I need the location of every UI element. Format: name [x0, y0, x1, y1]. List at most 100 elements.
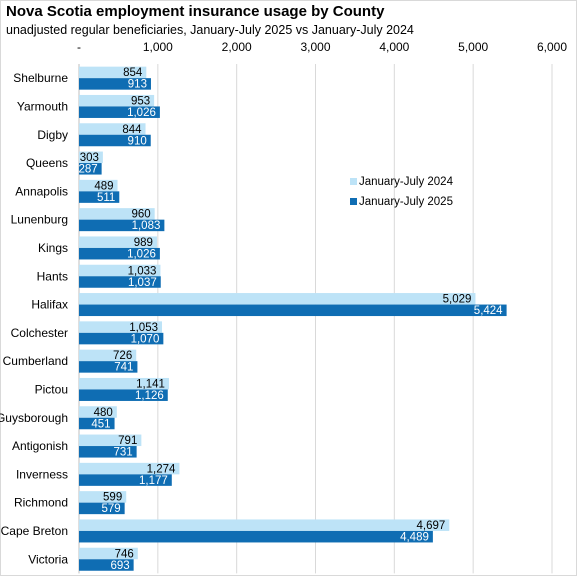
data-label-2025: 451 — [91, 418, 110, 430]
data-label-2024: 746 — [115, 548, 134, 560]
category-label: Digby — [37, 128, 68, 142]
chart-subtitle: unadjusted regular beneficiaries, Januar… — [6, 23, 414, 37]
data-label-2025: 731 — [113, 447, 132, 459]
data-label-2024: 1,053 — [129, 322, 158, 334]
bar-2024 — [79, 123, 146, 135]
bar-2025 — [79, 332, 164, 345]
data-label-2024: 1,141 — [136, 378, 165, 390]
data-label-2024: 480 — [94, 407, 113, 419]
bar-2025 — [79, 304, 507, 317]
bar-2025 — [79, 219, 165, 232]
bar-2024 — [79, 519, 450, 531]
category-label: Cape Breton — [1, 524, 68, 538]
bar-2024 — [79, 94, 155, 107]
bar-2024 — [79, 462, 180, 475]
data-label-2024: 989 — [134, 237, 153, 249]
data-label-2024: 854 — [123, 67, 143, 79]
category-label: Victoria — [28, 552, 68, 566]
bar-2024 — [79, 264, 161, 277]
data-label-2025: 287 — [78, 164, 97, 176]
data-label-2025: 1,026 — [127, 248, 156, 260]
data-label-2024: 953 — [131, 95, 150, 107]
category-label: Annapolis — [15, 184, 68, 198]
bar-2025 — [79, 446, 137, 458]
category-label: Kings — [38, 241, 68, 255]
x-tick-label: 2,000 — [222, 40, 252, 54]
bar-2025 — [79, 106, 160, 118]
x-tick-label: - — [77, 40, 81, 54]
x-tick-label: 3,000 — [300, 40, 330, 54]
bar-2024 — [79, 321, 163, 333]
data-label-2025: 1,070 — [131, 333, 160, 345]
category-label: Hants — [37, 269, 68, 283]
x-tick-label: 6,000 — [537, 40, 567, 54]
bar-2025 — [79, 474, 172, 486]
data-label-2025: 579 — [101, 503, 120, 515]
data-label-2025: 1,037 — [128, 277, 157, 289]
bar-2025 — [79, 247, 160, 260]
category-label: Pictou — [35, 382, 68, 396]
bar-2025 — [79, 78, 151, 90]
bar-2024 — [79, 179, 118, 192]
data-label-2025: 1,177 — [139, 475, 168, 487]
bar-2024 — [79, 151, 103, 164]
category-label: Colchester — [11, 326, 68, 340]
category-label: Halifax — [31, 298, 68, 312]
bar-2025 — [79, 163, 102, 175]
bar-2025 — [79, 191, 120, 203]
data-label-2025: 913 — [128, 79, 147, 91]
data-label-2024: 5,029 — [443, 294, 472, 306]
bar-2024 — [79, 236, 157, 248]
data-label-2025: 1,126 — [135, 390, 164, 402]
data-label-2024: 726 — [113, 350, 132, 362]
data-label-2024: 1,033 — [128, 265, 157, 277]
data-label-2024: 960 — [131, 209, 150, 221]
data-label-2025: 511 — [97, 192, 115, 204]
category-label: Inverness — [16, 467, 68, 481]
data-label-2025: 1,083 — [132, 220, 161, 232]
bar-2024 — [79, 66, 147, 79]
bar-2025 — [79, 559, 134, 571]
data-label-2025: 5,424 — [474, 305, 503, 317]
x-tick-label: 1,000 — [143, 40, 173, 54]
legend-swatch-2024 — [350, 178, 357, 185]
bar-2025 — [79, 389, 168, 401]
category-label: Lunenburg — [11, 213, 68, 227]
data-label-2024: 844 — [122, 124, 142, 136]
data-label-2025: 910 — [128, 135, 147, 147]
category-label: Yarmouth — [17, 99, 68, 113]
category-label: Cumberland — [3, 354, 68, 368]
category-label: Richmond — [14, 496, 68, 510]
category-label: Queens — [26, 156, 68, 170]
data-label-2025: 1,026 — [127, 107, 156, 119]
data-label-2024: 1,274 — [147, 463, 176, 475]
bar-2025 — [79, 134, 151, 147]
bar-2025 — [79, 530, 433, 543]
bar-2024 — [79, 491, 127, 503]
legend-label-2025: January-July 2025 — [359, 196, 453, 208]
category-label: Antigonish — [12, 439, 68, 453]
x-tick-label: 5,000 — [458, 40, 488, 54]
bar-2024 — [79, 547, 138, 560]
category-label: Shelburne — [13, 71, 68, 85]
bar-2024 — [79, 293, 476, 305]
data-label-2025: 741 — [114, 362, 133, 374]
data-label-2024: 791 — [118, 435, 137, 447]
x-tick-label: 4,000 — [379, 40, 409, 54]
bar-2024 — [79, 377, 169, 390]
bar-2025 — [79, 417, 115, 430]
chart-title: Nova Scotia employment insurance usage b… — [6, 3, 385, 20]
bar-2025 — [79, 361, 138, 373]
legend-swatch-2025 — [350, 198, 357, 205]
bar-2024 — [79, 208, 155, 220]
data-label-2024: 489 — [94, 180, 113, 192]
data-label-2024: 599 — [103, 492, 122, 504]
data-label-2025: 693 — [110, 560, 129, 572]
bar-2024 — [79, 406, 117, 418]
data-label-2024: 4,697 — [416, 520, 445, 532]
bar-2024 — [79, 434, 142, 447]
category-label: Guysborough — [0, 411, 68, 425]
data-label-2025: 4,489 — [400, 531, 429, 543]
legend-label-2024: January-July 2024 — [359, 176, 454, 188]
